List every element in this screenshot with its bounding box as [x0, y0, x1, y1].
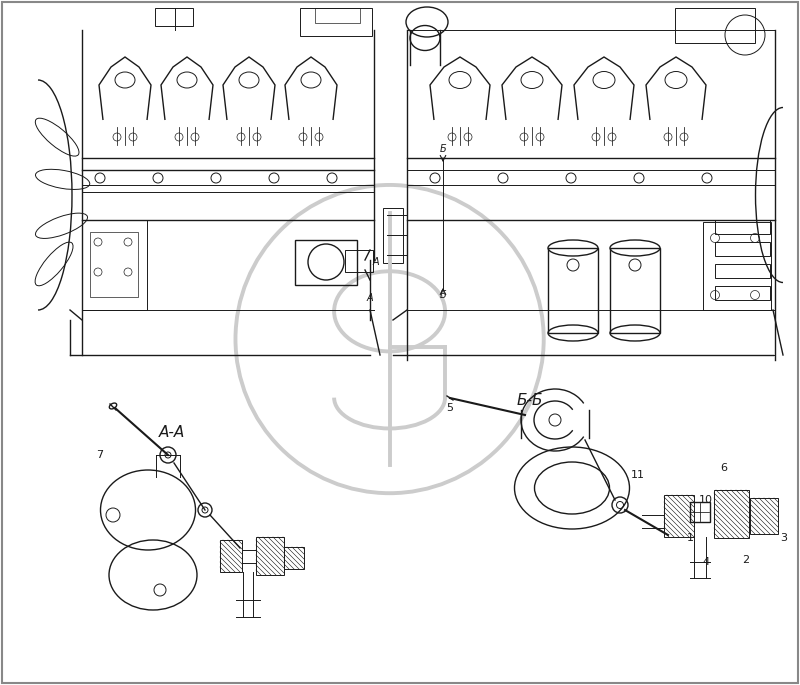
Bar	[690, 502, 710, 522]
Text: А-А: А-А	[159, 425, 185, 440]
Text: 5: 5	[446, 403, 454, 413]
Text: А: А	[367, 293, 374, 303]
Text: 3: 3	[781, 533, 787, 543]
Bar	[548, 248, 598, 333]
Bar	[300, 8, 372, 36]
Bar	[345, 250, 373, 272]
Text: 10: 10	[699, 495, 713, 505]
Text: 11: 11	[631, 470, 645, 480]
Bar	[714, 490, 749, 538]
Text: 6: 6	[721, 463, 727, 473]
Text: А: А	[373, 257, 380, 267]
Text: 1: 1	[686, 533, 694, 543]
Bar	[715, 242, 770, 256]
Bar	[82, 220, 147, 310]
Text: Б-Б: Б-Б	[517, 393, 543, 408]
Bar	[295, 240, 357, 285]
Bar	[155, 8, 193, 26]
Text: 4: 4	[702, 557, 710, 567]
Bar	[715, 286, 770, 300]
Bar	[675, 8, 755, 43]
Text: Б: Б	[440, 144, 446, 154]
Bar	[750, 498, 778, 534]
Bar	[664, 495, 694, 537]
Bar	[256, 537, 284, 575]
Bar	[284, 547, 304, 569]
Text: Б: Б	[440, 290, 446, 300]
Bar	[315, 8, 360, 23]
Bar	[715, 264, 770, 278]
Bar	[610, 248, 660, 333]
Bar	[220, 540, 242, 572]
Bar	[90, 232, 138, 297]
Bar	[703, 222, 771, 310]
Text: 2: 2	[742, 555, 750, 565]
Text: 7: 7	[97, 450, 103, 460]
Bar	[383, 208, 403, 263]
Bar	[715, 220, 770, 234]
